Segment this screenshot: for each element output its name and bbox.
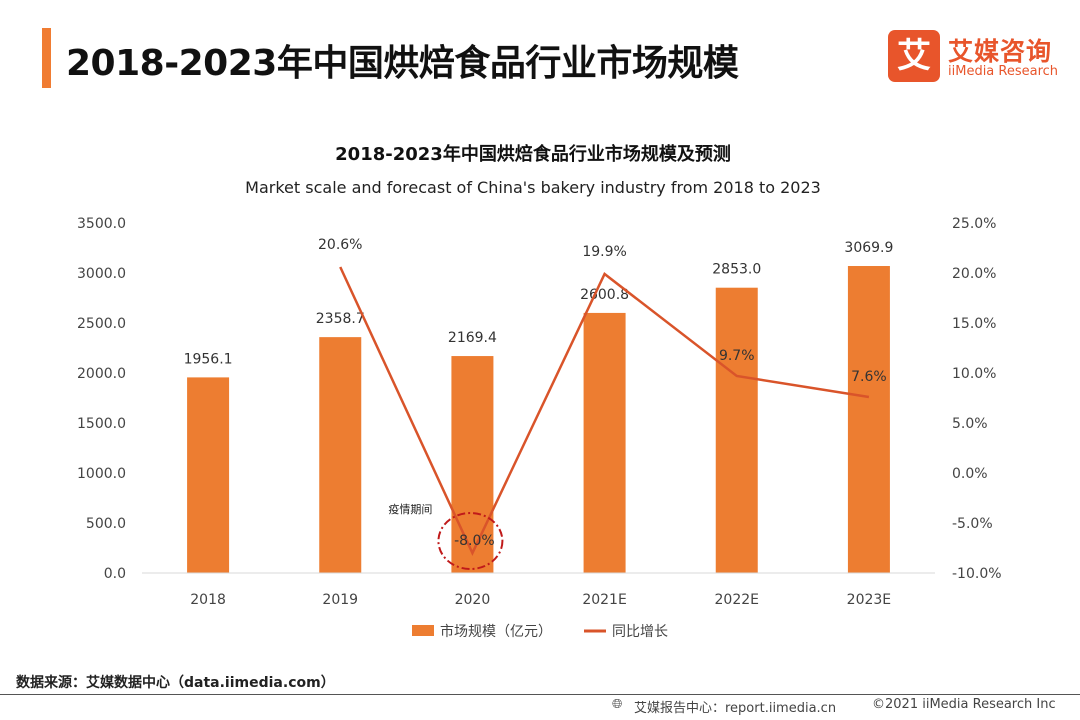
bar-value-label: 1956.1 [184,351,233,367]
growth-value-label: 19.9% [582,244,626,260]
chart-title: 2018-2023年中国烘焙食品行业市场规模及预测 [335,143,731,165]
y-right-tick-label: 0.0% [952,466,988,482]
y-right-tick-label: 20.0% [952,266,996,282]
data-source-note: 数据来源：艾媒数据中心（data.iimedia.com） [16,675,335,691]
report-center-link[interactable]: 艾媒报告中心：report.iimedia.cn [634,701,837,716]
y-right-tick-label: 5.0% [952,416,988,432]
growth-value-label: 9.7% [719,348,755,364]
y-left-tick-label: 2000.0 [77,366,126,382]
legend-bar-label: 市场规模（亿元） [440,623,552,640]
chart-subtitle: Market scale and forecast of China's bak… [245,178,821,197]
x-tick-label: 2018 [190,592,226,608]
y-left-tick-label: 3500.0 [77,216,126,232]
y-left-tick-label: 3000.0 [77,266,126,282]
y-right-tick-label: -10.0% [952,566,1002,582]
y-left-tick-label: 1500.0 [77,416,126,432]
bar-2020 [451,356,494,573]
y-right-tick-label: 10.0% [952,366,996,382]
bar-2021E [583,312,626,573]
bar-2019 [319,337,362,573]
x-tick-label: 2022E [715,592,759,608]
bar-value-label: 2169.4 [448,330,497,346]
market-scale-chart: 2018-2023年中国烘焙食品行业市场规模及预测 Market scale a… [77,143,1002,640]
logo-english-text: iiMedia Research [948,64,1059,79]
y-left-tick-label: 2500.0 [77,316,126,332]
page-title: 2018-2023年中国烘焙食品行业市场规模 [66,43,739,84]
growth-value-label: 7.6% [851,369,887,385]
copyright-text: ©2021 iiMedia Research Inc [872,697,1056,712]
y-right-tick-label: 25.0% [952,216,996,232]
x-tick-label: 2020 [455,592,491,608]
bar-value-label: 2600.8 [580,287,629,303]
iimedia-logo: 艾 艾媒咨询 iiMedia Research [888,30,1068,86]
x-tick-label: 2019 [322,592,358,608]
legend-line-label: 同比增长 [612,624,668,640]
bar-2023E [847,266,890,573]
growth-line-series: 20.6% -8.0% 19.9% 9.7% 7.6% 疫情期间 [318,237,887,570]
footer-divider [0,694,1080,695]
y-left-tick-label: 500.0 [86,516,126,532]
bar-2022E [715,287,758,573]
y-left-tick-label: 1000.0 [77,466,126,482]
x-tick-label: 2021E [582,592,626,608]
logo-chinese-text: 艾媒咨询 [948,37,1053,66]
growth-value-label: -8.0% [454,533,495,549]
logo-mark: 艾 [888,30,940,82]
bar-value-label: 2358.7 [316,311,365,327]
chart-axes: 0.0 500.0 1000.0 1500.0 2000.0 2500.0 3000.0 35… [77,216,1002,608]
bar-value-label: 2853.0 [712,262,761,278]
bar-2018 [187,377,230,573]
legend-bar-swatch [412,625,434,636]
x-tick-label: 2023E [847,592,891,608]
y-left-tick-label: 0.0 [104,566,126,582]
pandemic-highlight-circle [437,512,504,570]
globe-icon: 🌐︎ [612,697,623,712]
y-right-tick-label: -5.0% [952,516,993,532]
growth-line [339,266,870,556]
chart-legend: 市场规模（亿元） 同比增长 [412,623,668,640]
y-right-tick-label: 15.0% [952,316,996,332]
bar-value-label: 3069.9 [844,240,893,256]
title-accent-bar [42,28,51,88]
bar-series: 1956.1 2358.7 2169.4 2600.8 2853.0 3069.9 [184,240,893,573]
growth-value-label: 20.6% [318,237,362,253]
pandemic-annotation-label: 疫情期间 [388,502,432,516]
